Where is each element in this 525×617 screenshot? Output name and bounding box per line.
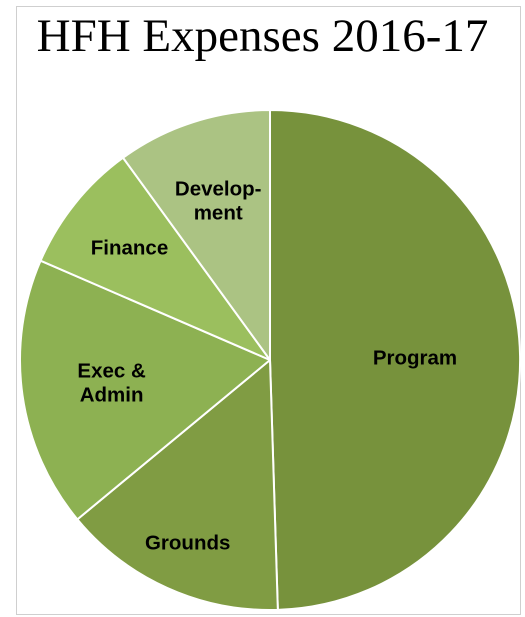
pie-slice-exec-and-admin bbox=[19, 259, 271, 521]
slice-label-line: Finance bbox=[91, 237, 168, 260]
chart-title: HFH Expenses 2016-17 bbox=[36, 10, 489, 62]
pie-slice-program bbox=[269, 109, 522, 611]
slice-label-line: Admin bbox=[80, 384, 144, 407]
slice-label-finance: Finance bbox=[91, 237, 168, 260]
slice-label-line: Program bbox=[373, 347, 457, 370]
slice-label-program: Program bbox=[373, 347, 457, 370]
pie-slice-grounds bbox=[76, 359, 279, 611]
slice-label-line: Exec & bbox=[77, 360, 146, 383]
slice-label-line: ment bbox=[194, 202, 243, 225]
slice-label-line: Develop- bbox=[175, 178, 262, 201]
pie-slice-development bbox=[122, 109, 271, 361]
slice-label-grounds: Grounds bbox=[145, 531, 230, 554]
slice-label-exec-and-admin: Exec & Admin bbox=[77, 360, 146, 407]
slice-label-line: Grounds bbox=[145, 531, 230, 554]
pie-labels: Program Grounds Exec & Admin Finance Develop-… bbox=[77, 178, 457, 555]
slice-label-development: Develop-ment bbox=[175, 178, 262, 225]
pie-slice-finance bbox=[39, 156, 271, 361]
pie-slices bbox=[19, 109, 522, 611]
